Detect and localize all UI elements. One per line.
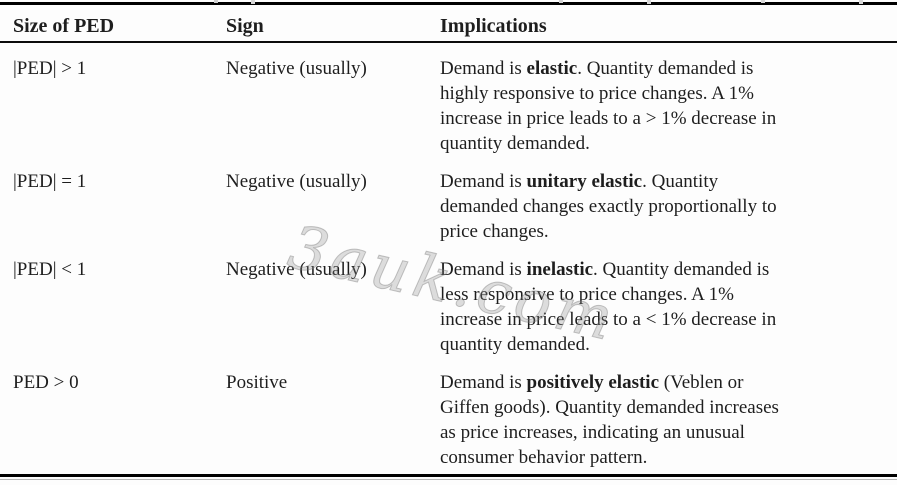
sign-cell: Positive [226, 372, 288, 393]
sign-cell: Negative (usually) [226, 171, 367, 192]
table-row: |PED| > 1 Negative (usually) Demand is e… [0, 43, 897, 156]
column-header-implications: Implications [440, 15, 547, 37]
sign-cell: Negative (usually) [226, 259, 367, 280]
table-bottom-ghost-rule [0, 479, 897, 480]
implications-cell: Demand is unitary elastic. Quantity deman… [440, 171, 777, 242]
table-row: |PED| < 1 Negative (usually) Demand is i… [0, 244, 897, 357]
table-header-row: Size of PED Sign Implications [0, 5, 897, 41]
implications-cell: Demand is elastic. Quantity demanded is h… [440, 58, 777, 154]
column-header-sign: Sign [226, 15, 264, 37]
ped-size-cell: |PED| > 1 [13, 58, 87, 79]
table-top-rule [0, 2, 897, 5]
ped-size-cell: PED > 0 [13, 372, 79, 393]
table-row: |PED| = 1 Negative (usually) Demand is u… [0, 156, 897, 244]
implications-cell: Demand is positively elastic (Veblen or G… [440, 372, 779, 468]
scan-artifacts [0, 0, 2, 2]
table-bottom-rule [0, 474, 897, 477]
sign-cell: Negative (usually) [226, 58, 367, 79]
ped-size-cell: |PED| < 1 [13, 259, 87, 280]
ped-size-cell: |PED| = 1 [13, 171, 87, 192]
implications-cell: Demand is inelastic. Quantity demanded i… [440, 259, 777, 355]
table-row: PED > 0 Positive Demand is positively el… [0, 357, 897, 470]
table-header-rule [0, 41, 897, 43]
column-header-size: Size of PED [13, 15, 115, 37]
